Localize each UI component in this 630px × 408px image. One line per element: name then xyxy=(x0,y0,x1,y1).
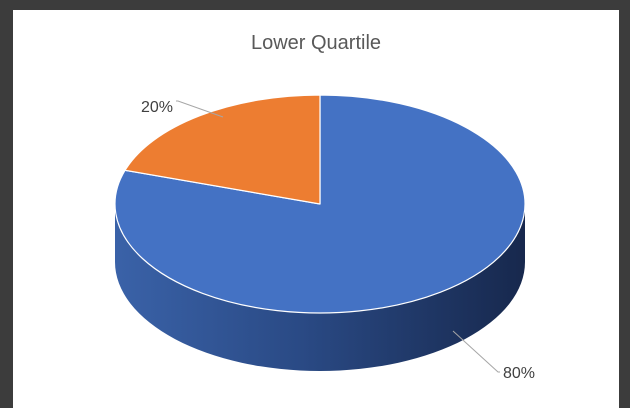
chart-area: Lower Quartile 80% 20% xyxy=(13,10,619,408)
pie-side-wall xyxy=(115,204,525,371)
chart-title: Lower Quartile xyxy=(250,32,382,54)
pie-slice-2 xyxy=(124,94,321,205)
leader-line-2 xyxy=(176,100,224,118)
leader-line-1 xyxy=(452,330,500,373)
pie-chart: 80% 20% xyxy=(114,94,535,382)
data-label-2: 20% xyxy=(141,99,173,116)
data-label-1: 80% xyxy=(503,365,535,382)
